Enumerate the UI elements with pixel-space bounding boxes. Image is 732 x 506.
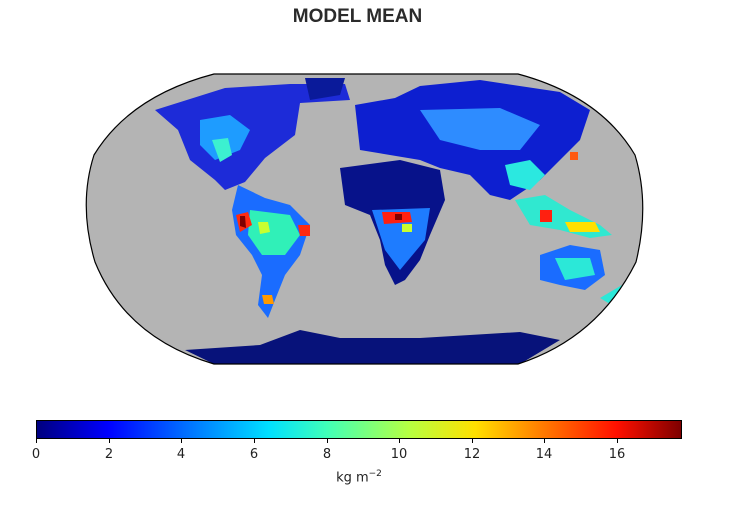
colorbar-tick <box>36 439 37 443</box>
unit-base: kg m <box>336 470 369 486</box>
antarctica-land <box>185 330 560 364</box>
unit-exponent: −2 <box>368 469 382 479</box>
colorbar-tick <box>544 439 545 443</box>
colorbar-tick <box>109 439 110 443</box>
colorbar-tick-label: 14 <box>535 447 553 462</box>
colorbar-unit-label: kg m−2 <box>0 469 718 485</box>
colorbar-tick-label: 6 <box>249 447 259 462</box>
world-map <box>85 73 644 365</box>
map-title: MODEL MEAN <box>292 6 423 27</box>
colorbar-tick-label: 12 <box>463 447 481 462</box>
colorbar-tick <box>181 439 182 443</box>
colorbar-tick <box>399 439 400 443</box>
colorbar <box>36 420 682 439</box>
colorbar-tick-label: 4 <box>176 447 186 462</box>
north-america-land <box>155 84 350 190</box>
greenland-land <box>305 78 345 100</box>
colorbar-tick-label: 2 <box>104 447 114 462</box>
colorbar-tick-label: 8 <box>322 447 332 462</box>
colorbar-tick-label: 16 <box>608 447 626 462</box>
colorbar-tick-label: 10 <box>390 447 408 462</box>
colorbar-tick <box>617 439 618 443</box>
colorbar-tick <box>254 439 255 443</box>
north-america-highlights <box>200 115 250 160</box>
colorbar-tick <box>472 439 473 443</box>
map-outline <box>85 73 644 365</box>
colorbar-tick <box>327 439 328 443</box>
colorbar-tick-label: 0 <box>31 447 41 462</box>
